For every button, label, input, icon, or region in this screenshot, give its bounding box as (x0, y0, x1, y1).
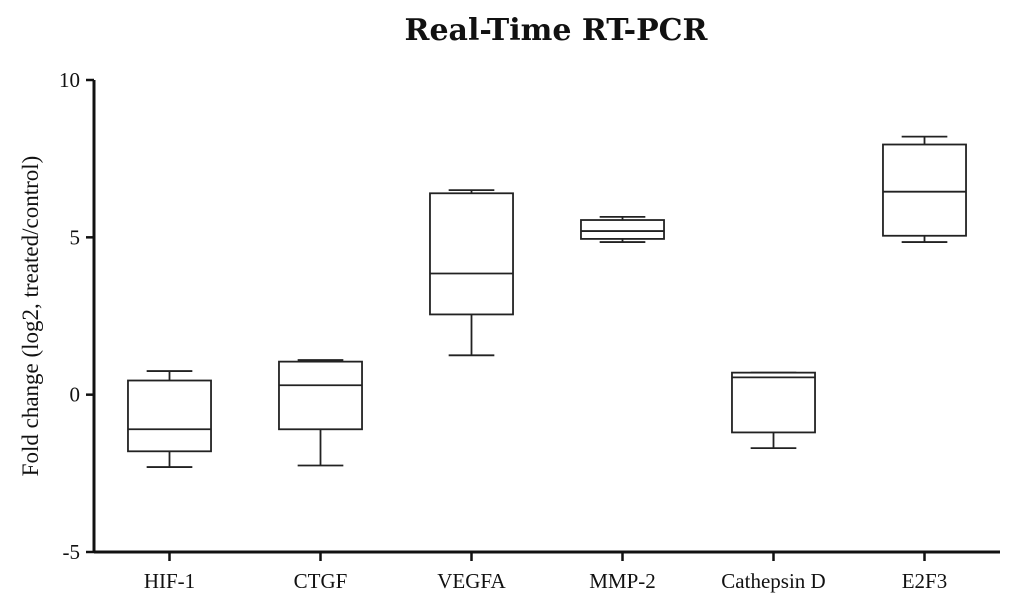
box-cathepsin-d (731, 371, 816, 450)
box-rect (731, 371, 816, 434)
y-tick-label: -5 (63, 540, 81, 564)
chart-title: Real-Time RT-PCR (405, 13, 709, 48)
box-rect (127, 379, 212, 453)
y-axis-label: Fold change (log2, treated/control) (18, 156, 43, 477)
box-rect (882, 143, 967, 237)
box-e2f3 (882, 135, 967, 243)
box-mmp-2 (580, 215, 665, 243)
x-tick-label: CTGF (294, 569, 348, 593)
x-tick-label: VEGFA (437, 569, 506, 593)
boxes (127, 135, 967, 468)
y-ticks: 10 5 0 -5 (59, 68, 94, 564)
x-ticks: HIF-1 CTGF VEGFA MMP-2 Cathepsin D E2F3 (144, 552, 947, 593)
x-tick-label: MMP-2 (589, 569, 656, 593)
y-tick-label: 5 (70, 225, 81, 249)
box-ctgf (278, 359, 363, 467)
x-tick-label: E2F3 (902, 569, 948, 593)
x-tick-label: HIF-1 (144, 569, 195, 593)
x-tick-label: Cathepsin D (721, 569, 825, 593)
y-tick-label: 0 (70, 383, 81, 407)
box-rect (278, 360, 363, 431)
box-hif-1 (127, 370, 212, 468)
box-rect (429, 192, 514, 316)
box-vegfa (429, 189, 514, 357)
y-tick-label: 10 (59, 68, 80, 92)
box-rect (580, 219, 665, 240)
